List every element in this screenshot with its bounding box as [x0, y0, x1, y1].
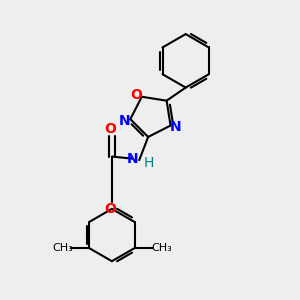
Text: O: O — [104, 202, 116, 216]
Text: CH₃: CH₃ — [52, 243, 73, 253]
Text: O: O — [104, 122, 116, 136]
Text: N: N — [170, 120, 182, 134]
Text: CH₃: CH₃ — [151, 243, 172, 253]
Text: N: N — [119, 114, 131, 128]
Text: N: N — [127, 152, 139, 166]
Text: O: O — [130, 88, 142, 102]
Text: H: H — [143, 156, 154, 170]
